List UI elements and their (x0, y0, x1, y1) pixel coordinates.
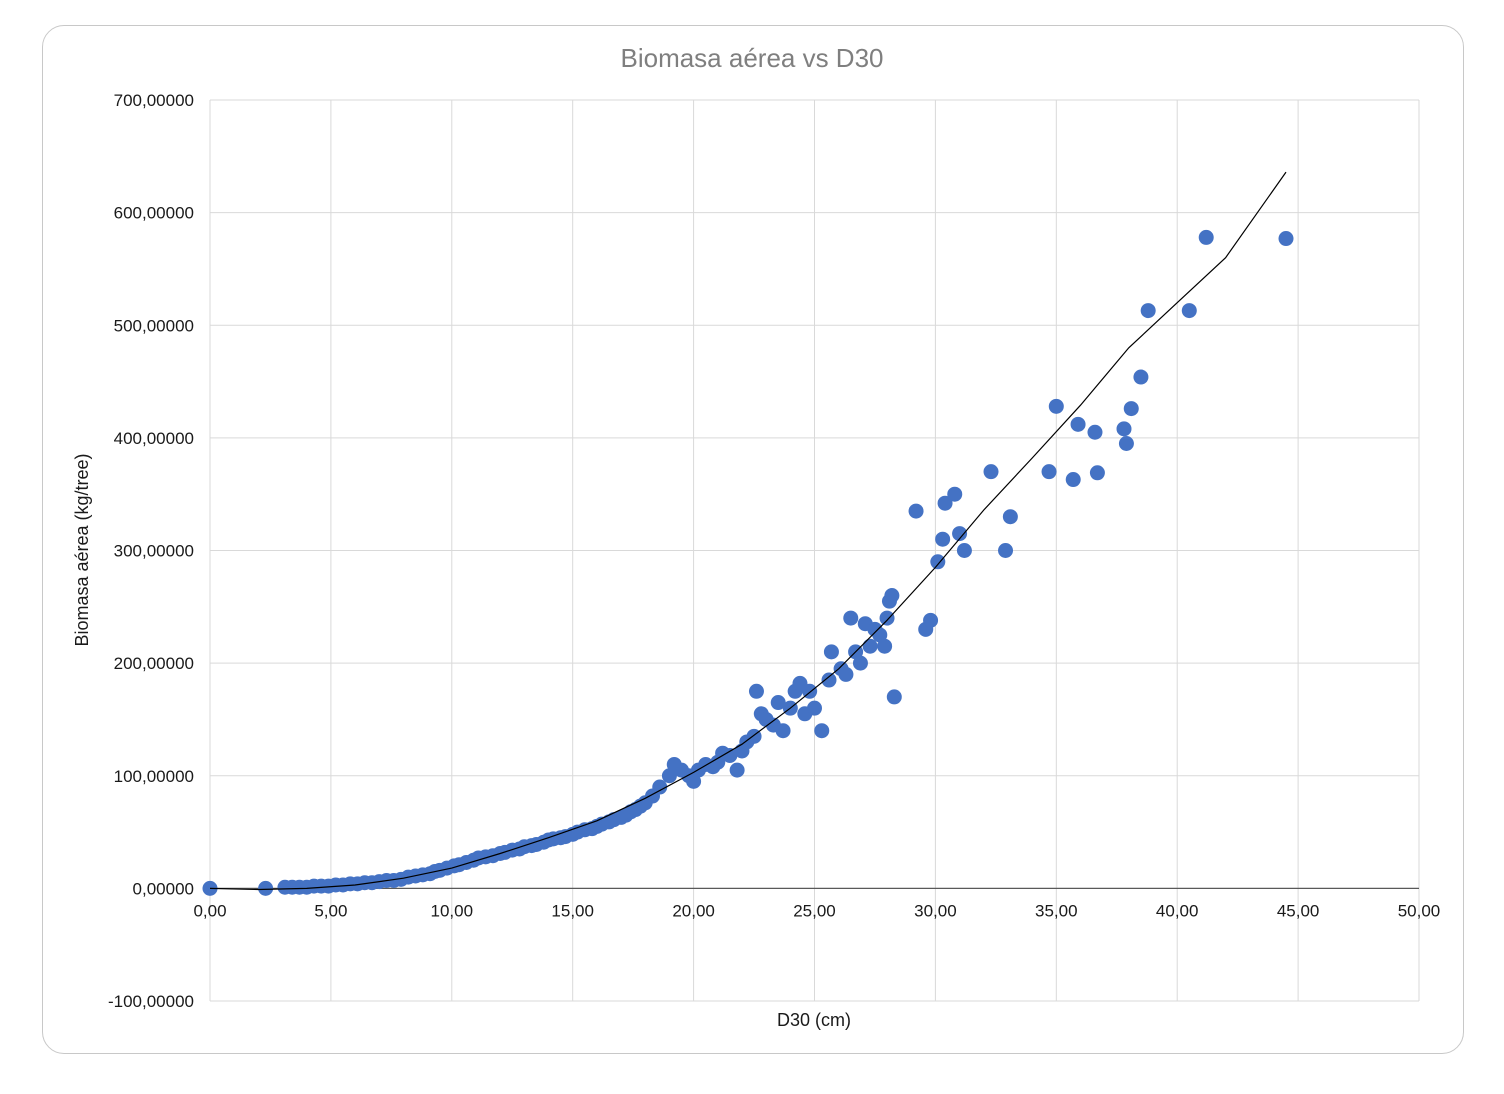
data-point (935, 531, 951, 547)
x-tick-label: 35,00 (1035, 901, 1078, 920)
data-point (843, 610, 859, 626)
data-point (1198, 229, 1214, 245)
tick-labels: 0,00 5,00 10,00 15,00 20,00 25,00 30,00 35,00 40… (108, 91, 1440, 1011)
data-point (983, 464, 999, 480)
chart-frame (42, 25, 1464, 1054)
y-tick-label: 400,00000 (114, 429, 194, 448)
data-point (877, 638, 893, 654)
y-tick-label: -100,00000 (108, 992, 194, 1011)
data-point (1070, 416, 1086, 432)
data-point (1278, 231, 1294, 247)
data-point (862, 638, 878, 654)
data-point (202, 880, 218, 896)
x-axis-label: D30 (cm) (777, 1010, 851, 1030)
y-tick-label: 300,00000 (114, 542, 194, 561)
data-point (661, 768, 677, 784)
data-point (775, 723, 791, 739)
data-point (998, 543, 1014, 558)
data-point (852, 655, 868, 671)
x-tick-label: 10,00 (431, 901, 474, 920)
y-tick-label: 200,00000 (114, 654, 194, 673)
trendline-layer (209, 171, 1287, 891)
chart-title: Biomasa aérea vs D30 (620, 43, 883, 73)
data-point (879, 610, 895, 626)
data-point (937, 495, 953, 511)
y-tick-label: 500,00000 (114, 316, 194, 335)
data-point (748, 683, 764, 699)
x-tick-label: 20,00 (672, 901, 715, 920)
data-point (814, 723, 830, 739)
x-tick-label: 30,00 (914, 901, 957, 920)
data-point (770, 695, 786, 711)
x-tick-label: 0,00 (193, 901, 226, 920)
x-tick-label: 45,00 (1277, 901, 1320, 920)
data-point (258, 880, 274, 896)
data-point (722, 747, 738, 763)
data-point (1087, 424, 1103, 440)
data-point (729, 762, 745, 778)
data-point (1181, 303, 1197, 319)
data-point (652, 779, 668, 795)
data-point (908, 503, 924, 519)
y-axis-label: Biomasa aérea (kg/tree) (72, 453, 92, 646)
data-point (947, 486, 963, 502)
data-point (952, 526, 968, 542)
data-point (686, 773, 702, 789)
data-point (886, 689, 902, 705)
data-point (821, 672, 837, 688)
data-point (823, 644, 839, 660)
data-point (923, 612, 939, 628)
data-point (1140, 303, 1156, 319)
y-tick-label: 700,00000 (114, 91, 194, 110)
x-tick-label: 25,00 (793, 901, 836, 920)
x-tick-label: 50,00 (1398, 901, 1441, 920)
grid-layer (209, 99, 1420, 1002)
y-tick-label: 0,00000 (133, 879, 194, 898)
data-point (930, 554, 946, 570)
data-point (1048, 398, 1064, 414)
data-point (1002, 509, 1018, 525)
data-point (956, 543, 972, 558)
x-tick-label: 15,00 (551, 901, 594, 920)
data-points (202, 229, 1294, 896)
data-point (1118, 436, 1134, 452)
data-point (1116, 421, 1132, 437)
y-tick-label: 600,00000 (114, 204, 194, 223)
data-point (1041, 464, 1057, 480)
data-point (1065, 472, 1081, 488)
y-tick-label: 100,00000 (114, 767, 194, 786)
trendline (209, 171, 1287, 891)
x-tick-label: 40,00 (1156, 901, 1199, 920)
data-point (807, 700, 822, 716)
x-tick-label: 5,00 (314, 901, 347, 920)
data-point (1123, 401, 1139, 417)
data-point (884, 588, 900, 604)
data-point (1133, 369, 1149, 385)
data-point (1089, 465, 1105, 481)
data-point (838, 666, 854, 682)
